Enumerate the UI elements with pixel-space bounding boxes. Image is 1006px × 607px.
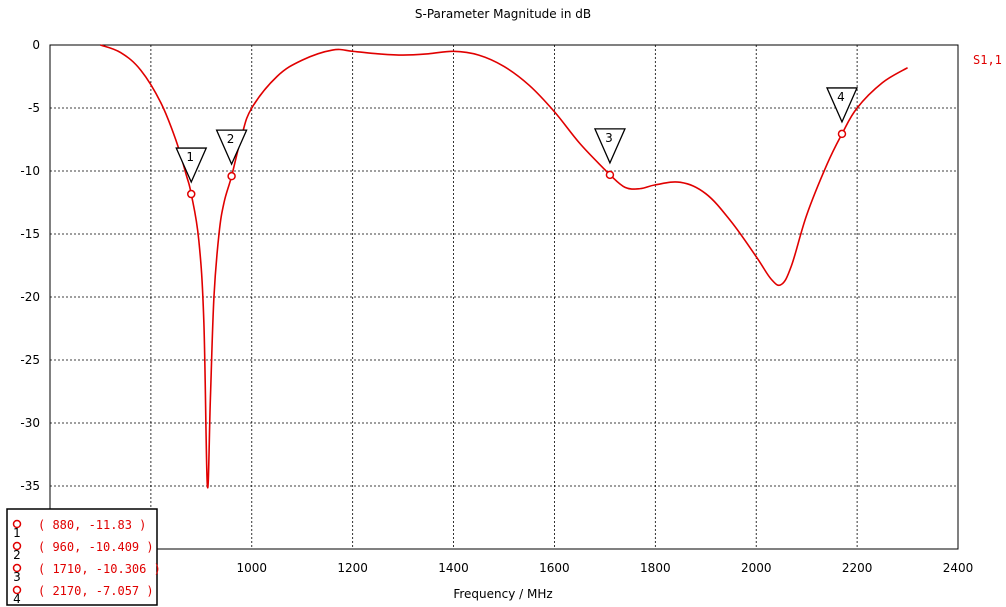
plot-frame (49, 44, 959, 550)
marker-flag-3 (593, 128, 626, 165)
marker-point-1 (186, 189, 196, 199)
marker-point-3 (605, 170, 615, 180)
legend-marker-number: 3 (13, 570, 21, 584)
marker-3: 3 (593, 128, 626, 180)
legend-marker-value: ( 960, -10.409 ) (38, 540, 154, 554)
legend-entry-3: 3 ( 1710, -10.306 ) (12, 562, 161, 584)
legend-marker-icon (12, 519, 22, 529)
marker-number-2: 2 (227, 132, 235, 146)
y-tick-label: -25 (20, 353, 40, 367)
y-tick-label: 0 (32, 38, 40, 52)
y-tick-label: -5 (28, 101, 40, 115)
marker-flag-2 (215, 129, 248, 166)
marker-flag-4 (825, 87, 858, 124)
y-tick-label: -10 (20, 164, 40, 178)
series-line-s11 (100, 44, 908, 489)
x-tick-label: 1000 (237, 561, 268, 575)
series-label-s11: S1,1 (973, 53, 1002, 67)
legend-marker-icon (12, 585, 22, 595)
marker-point-4 (837, 129, 847, 139)
x-tick-label: 2000 (741, 561, 772, 575)
legend-entry-2: 2 ( 960, -10.409 ) (12, 540, 154, 562)
x-axis-ticks: 1000 1200 1400 1600 1800 2000 2200 2400 (237, 561, 974, 575)
y-tick-label: -20 (20, 290, 40, 304)
marker-flag-1 (175, 147, 208, 184)
marker-2: 2 (215, 129, 248, 181)
legend-marker-number: 1 (13, 526, 21, 540)
x-tick-label: 1600 (539, 561, 570, 575)
x-axis-label: Frequency / MHz (453, 587, 552, 601)
legend-marker-value: ( 2170, -7.057 ) (38, 584, 154, 598)
legend-marker-icon (12, 563, 22, 573)
x-tick-label: 2400 (943, 561, 974, 575)
x-tick-label: 2200 (842, 561, 873, 575)
y-axis-ticks: 0 -5 -10 -15 -20 -25 -30 -35 (20, 38, 40, 493)
y-tick-label: -35 (20, 479, 40, 493)
marker-1: 1 (175, 147, 208, 199)
marker-point-2 (227, 171, 236, 181)
series-layer (100, 44, 908, 489)
chart-title: S-Parameter Magnitude in dB (415, 7, 591, 21)
x-tick-label: 1800 (640, 561, 671, 575)
y-tick-label: -15 (20, 227, 40, 241)
x-tick-label: 1400 (438, 561, 469, 575)
marker-layer: 1 2 3 4 (175, 87, 858, 199)
legend-marker-value: ( 880, -11.83 ) (38, 518, 146, 532)
legend-marker-value: ( 1710, -10.306 ) (38, 562, 161, 576)
legend-entry-1: 1 ( 880, -11.83 ) (12, 518, 146, 540)
grid (50, 45, 958, 549)
legend-marker-number: 2 (13, 548, 21, 562)
legend-entry-4: 4 ( 2170, -7.057 ) (12, 584, 154, 606)
marker-legend: 1 ( 880, -11.83 ) 2 ( 960, -10.409 ) 3 ( 1710… (6, 508, 161, 606)
marker-number-4: 4 (837, 90, 845, 104)
legend-box (6, 508, 158, 606)
y-tick-label: -30 (20, 416, 40, 430)
marker-number-1: 1 (186, 150, 194, 164)
legend-marker-icon (12, 541, 22, 551)
legend-marker-number: 4 (13, 592, 21, 606)
marker-4: 4 (825, 87, 858, 139)
marker-number-3: 3 (605, 131, 613, 145)
x-tick-label: 1200 (337, 561, 368, 575)
